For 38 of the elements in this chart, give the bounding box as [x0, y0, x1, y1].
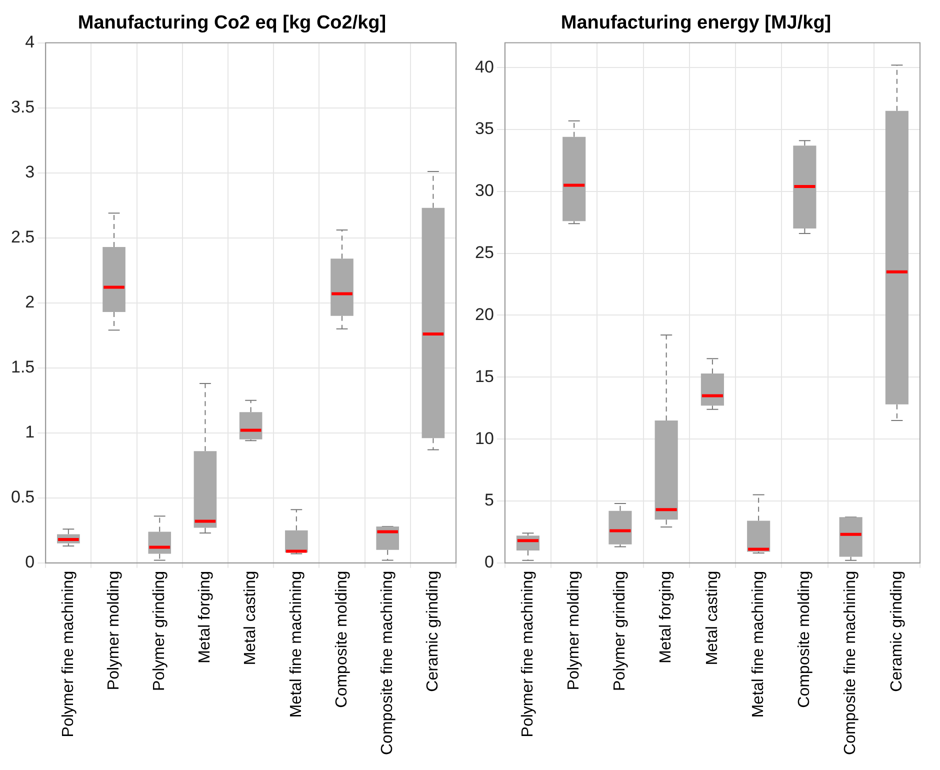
y-tick-label: 3.5 [10, 98, 35, 116]
x-tick-label: Metal fine machining [288, 570, 305, 718]
x-tick-label: Ceramic grinding [888, 570, 906, 692]
y-tick-label: 5 [484, 490, 494, 510]
x-tick-label: Metal forging [196, 570, 214, 664]
y-tick-label: 1.5 [10, 358, 35, 377]
x-tick-label: Metal fine machining [750, 570, 767, 718]
y-tick-label: 0 [484, 552, 494, 572]
y-tick-label: 4 [25, 32, 35, 52]
chart-title: Manufacturing energy [MJ/kg] [560, 12, 832, 34]
x-tick-label: Polymer grinding [612, 570, 629, 691]
x-tick-label: Polymer molding [105, 570, 122, 690]
x-tick-label: Metal casting [704, 570, 721, 666]
y-tick-label: 40 [474, 57, 494, 76]
x-tick-label: Composite fine machining [379, 570, 396, 755]
x-tick-label: Metal casting [242, 570, 260, 666]
y-tick-label: 30 [474, 181, 494, 200]
x-tick-label: Metal forging [658, 570, 675, 664]
y-tick-label: 3 [25, 162, 35, 182]
x-tick-label: Composite fine machining [842, 570, 860, 755]
y-tick-label: 2.5 [10, 228, 35, 247]
y-tick-label: 35 [474, 119, 494, 138]
x-tick-label: Polymer grinding [151, 570, 168, 691]
y-tick-label: 20 [474, 304, 494, 324]
y-tick-label: 15 [474, 366, 494, 386]
x-tick-label: Composite molding [796, 570, 814, 708]
x-tick-label: Polymer molding [565, 570, 582, 690]
chart-title: Manufacturing Co2 eq [kg Co2/kg] [78, 12, 386, 34]
x-tick-label: Composite molding [333, 570, 350, 708]
y-tick-label: 0.5 [10, 488, 35, 507]
y-tick-label: 2 [25, 292, 35, 312]
y-tick-label: 1 [25, 422, 35, 442]
y-tick-label: 0 [25, 552, 35, 572]
y-tick-label: 10 [474, 428, 494, 448]
y-tick-label: 25 [474, 243, 494, 262]
x-tick-label: Ceramic grinding [424, 570, 442, 692]
x-tick-label: Polymer fine machining [519, 570, 536, 738]
x-tick-label: Polymer fine machining [60, 570, 77, 738]
